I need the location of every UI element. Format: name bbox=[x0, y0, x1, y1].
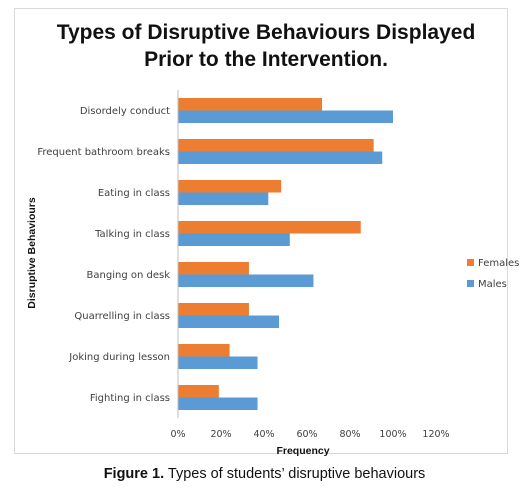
bar-males-7 bbox=[178, 397, 258, 410]
x-tick-labels: 0% 20% 40% 60% 80% 100% 120% bbox=[170, 429, 449, 440]
bar-males-0 bbox=[178, 110, 393, 123]
bar-females-1 bbox=[178, 139, 374, 152]
legend-swatch-females bbox=[467, 259, 474, 266]
category-label: Frequent bathroom breaks bbox=[37, 147, 170, 158]
x-tick-label: 0% bbox=[170, 429, 185, 440]
x-axis-title: Frequency bbox=[276, 445, 329, 457]
bar-males-1 bbox=[178, 151, 383, 164]
bar-males-4 bbox=[178, 274, 314, 287]
bar-males-3 bbox=[178, 233, 290, 246]
legend-label-females: Females bbox=[478, 258, 519, 269]
bar-females-5 bbox=[178, 303, 249, 316]
bar-males-2 bbox=[178, 192, 269, 205]
category-label: Eating in class bbox=[98, 188, 170, 199]
x-tick-label: 60% bbox=[296, 429, 317, 440]
category-label: Joking during lesson bbox=[68, 352, 170, 363]
bar-females-6 bbox=[178, 344, 230, 357]
category-label: Disordely conduct bbox=[80, 106, 170, 117]
bars-group bbox=[178, 98, 393, 410]
x-tick-label: 40% bbox=[253, 429, 274, 440]
figure-caption: Figure 1. Types of students’ disruptive … bbox=[0, 466, 529, 482]
bar-chart: Types of Disruptive Behaviours Displayed… bbox=[26, 21, 519, 457]
bar-females-0 bbox=[178, 98, 323, 111]
category-label: Banging on desk bbox=[87, 270, 171, 281]
x-tick-label: 120% bbox=[422, 429, 449, 440]
caption-text: Types of students’ disruptive behaviours bbox=[167, 466, 426, 482]
bar-males-5 bbox=[178, 315, 280, 328]
legend: Females Males bbox=[467, 258, 519, 290]
category-labels: Disordely conduct Frequent bathroom break… bbox=[37, 106, 170, 404]
category-label: Fighting in class bbox=[90, 393, 170, 404]
y-axis-title: Disruptive Behaviours bbox=[26, 197, 38, 309]
x-tick-label: 80% bbox=[339, 429, 360, 440]
chart-title-line-1: Types of Disruptive Behaviours Displayed bbox=[57, 21, 476, 44]
bar-females-2 bbox=[178, 180, 282, 193]
bar-females-3 bbox=[178, 221, 361, 234]
chart-title-line-2: Prior to the Intervention. bbox=[144, 48, 388, 71]
x-tick-label: 20% bbox=[210, 429, 231, 440]
legend-swatch-males bbox=[467, 280, 474, 287]
category-label: Quarrelling in class bbox=[74, 311, 170, 322]
x-tick-label: 100% bbox=[379, 429, 406, 440]
bar-males-6 bbox=[178, 356, 258, 369]
category-label: Talking in class bbox=[94, 229, 170, 240]
bar-females-7 bbox=[178, 385, 219, 398]
bar-females-4 bbox=[178, 262, 249, 275]
legend-label-males: Males bbox=[478, 279, 507, 290]
caption-label: Figure 1. bbox=[103, 466, 165, 482]
